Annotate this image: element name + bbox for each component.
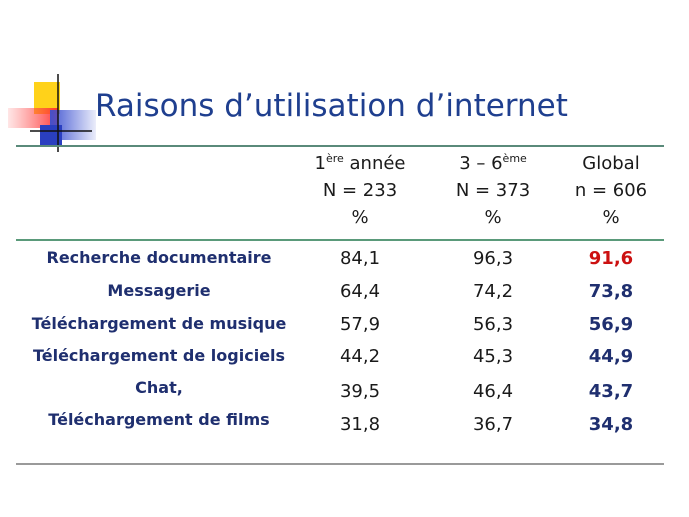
- row-label-chat: Chat,: [135, 378, 183, 397]
- cell-third-sixth-year: 45,3: [472, 346, 514, 367]
- column-header-count: n = 606: [574, 180, 648, 201]
- column-header-unit: %: [484, 207, 502, 228]
- header-divider: [16, 239, 664, 241]
- column-header-line1: Global: [582, 153, 640, 174]
- top-divider: [16, 145, 664, 147]
- row-label-recherche-documentaire: Recherche documentaire: [46, 248, 272, 267]
- column-header-count: N = 373: [455, 180, 531, 201]
- row-label-telechargement-films: Téléchargement de films: [48, 410, 270, 429]
- column-header-unit: %: [602, 207, 620, 228]
- cell-first-year: 31,8: [339, 414, 381, 435]
- row-label-telechargement-musique: Téléchargement de musique: [31, 314, 287, 333]
- cell-first-year: 64,4: [339, 281, 381, 302]
- cell-first-year: 84,1: [339, 248, 381, 269]
- slide-logo-graphic: [8, 74, 96, 152]
- bottom-divider: [16, 463, 664, 465]
- cell-global: 56,9: [588, 314, 634, 335]
- cell-third-sixth-year: 74,2: [472, 281, 514, 302]
- cell-first-year: 57,9: [339, 314, 381, 335]
- column-header-unit: %: [351, 207, 369, 228]
- cell-first-year: 44,2: [339, 346, 381, 367]
- cell-third-sixth-year: 96,3: [472, 248, 514, 269]
- slide-title: Raisons d’utilisation d’internet: [95, 88, 568, 124]
- column-header-count: N = 233: [322, 180, 398, 201]
- cell-third-sixth-year: 36,7: [472, 414, 514, 435]
- row-label-telechargement-logiciels: Téléchargement de logiciels: [32, 346, 286, 365]
- cell-third-sixth-year: 46,4: [472, 381, 514, 402]
- cell-global: 91,6: [588, 248, 634, 269]
- row-label-messagerie: Messagerie: [107, 281, 211, 300]
- cell-global: 43,7: [588, 381, 634, 402]
- cell-global: 34,8: [588, 414, 634, 435]
- cell-global: 73,8: [588, 281, 634, 302]
- column-header-third-sixth-year: 3 – 6ème N = 373 %: [423, 150, 563, 231]
- cell-global: 44,9: [588, 346, 634, 367]
- cell-first-year: 39,5: [339, 381, 381, 402]
- column-header-superscript: ème: [502, 152, 527, 165]
- column-header-line1: 1: [314, 153, 326, 174]
- column-header-superscript: ère: [325, 152, 344, 165]
- column-header-line1-rest: année: [343, 153, 406, 174]
- cell-third-sixth-year: 56,3: [472, 314, 514, 335]
- column-header-line1: 3 – 6: [459, 153, 503, 174]
- column-header-global: Global n = 606 %: [541, 150, 681, 231]
- column-header-first-year: 1ère année N = 233 %: [290, 150, 430, 231]
